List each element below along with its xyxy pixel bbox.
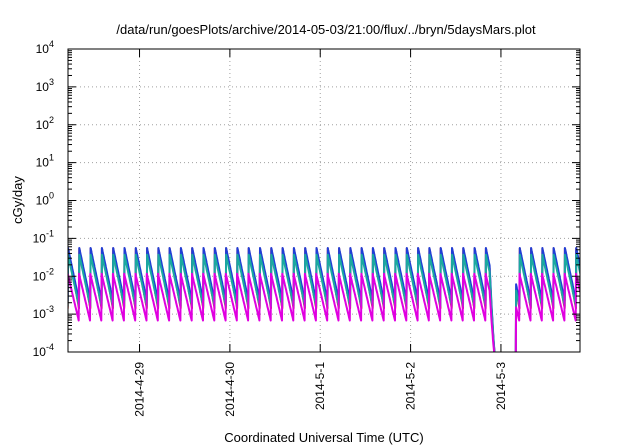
y-axis-label: cGy/day bbox=[10, 176, 25, 224]
y-tick-label: 10-3 bbox=[33, 304, 54, 321]
series-group bbox=[68, 247, 580, 352]
y-tick-label: 104 bbox=[36, 39, 54, 56]
chart-title: /data/run/goesPlots/archive/2014-05-03/2… bbox=[116, 22, 536, 37]
grid bbox=[68, 49, 580, 352]
x-tick-label: 2014-5-2 bbox=[404, 362, 418, 410]
x-tick-label: 2014-5-3 bbox=[494, 362, 508, 410]
y-tick-label: 10-1 bbox=[33, 228, 54, 245]
y-tick-label: 102 bbox=[36, 115, 54, 132]
y-axis: 10-4 10-3 10-2 10-1 100 101 102 103 104 bbox=[33, 39, 580, 359]
series-line bbox=[68, 272, 580, 352]
y-tick-label: 101 bbox=[36, 153, 54, 170]
x-axis-label: Coordinated Universal Time (UTC) bbox=[224, 430, 423, 445]
x-tick-label: 2014-4-30 bbox=[223, 362, 237, 417]
y-tick-label: 10-4 bbox=[33, 342, 54, 359]
x-tick-label: 2014-5-1 bbox=[313, 362, 327, 410]
y-tick-label: 100 bbox=[36, 191, 54, 208]
x-tick-label: 2014-4-29 bbox=[133, 362, 147, 417]
y-tick-label: 103 bbox=[36, 77, 54, 94]
y-tick-label: 10-2 bbox=[33, 266, 54, 283]
x-axis: 2014-4-29 2014-4-30 2014-5-1 2014-5-2 2014-5… bbox=[133, 49, 508, 417]
